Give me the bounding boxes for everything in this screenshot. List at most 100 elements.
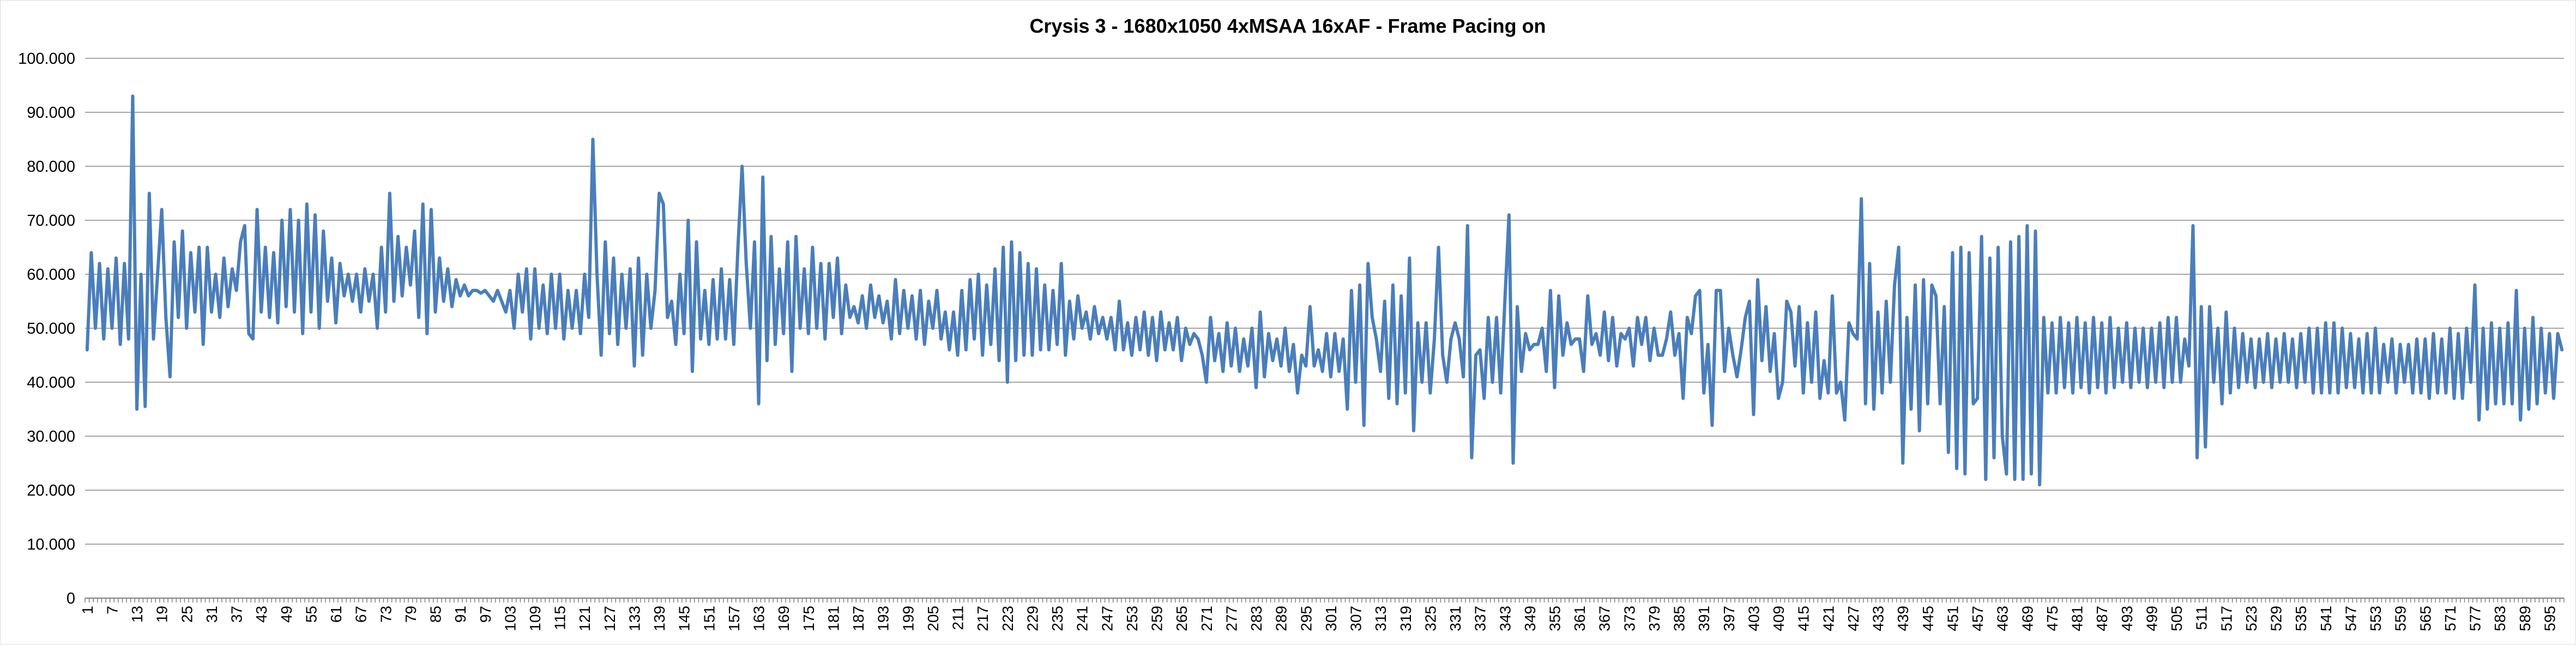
x-tick-label: 553 xyxy=(2367,606,2384,631)
x-tick-label: 331 xyxy=(1447,606,1464,631)
x-tick-label: 43 xyxy=(253,606,270,623)
x-tick-label: 187 xyxy=(850,606,867,631)
x-axis xyxy=(85,598,2565,602)
x-tick-label: 289 xyxy=(1273,606,1290,631)
x-tick-label: 541 xyxy=(2318,606,2334,631)
x-tick-label: 397 xyxy=(1721,606,1738,631)
x-tick-label: 547 xyxy=(2342,606,2359,631)
x-tick-label: 325 xyxy=(1422,606,1439,631)
x-tick-label: 127 xyxy=(601,606,618,631)
x-tick-label: 133 xyxy=(626,606,643,631)
x-tick-label: 427 xyxy=(1845,606,1862,631)
x-tick-label: 1 xyxy=(79,606,96,614)
x-tick-label: 379 xyxy=(1646,606,1663,631)
x-tick-label: 7 xyxy=(104,606,120,614)
x-tick-label: 391 xyxy=(1696,606,1712,631)
x-tick-labels: 1 7 13 19 25 31 37 43 49 55 61 67 73 79 85 91 97 103 109 11… xyxy=(79,606,2559,631)
x-tick-label: 307 xyxy=(1348,606,1365,631)
x-tick-label: 247 xyxy=(1099,606,1115,631)
x-tick-label: 157 xyxy=(726,606,743,631)
y-tick-label: 60.000 xyxy=(27,266,75,284)
x-tick-label: 139 xyxy=(651,606,668,631)
x-tick-label: 91 xyxy=(452,606,469,623)
x-tick-label: 19 xyxy=(154,606,171,623)
x-tick-label: 79 xyxy=(402,606,419,623)
x-tick-label: 49 xyxy=(278,606,295,623)
x-tick-label: 535 xyxy=(2293,606,2309,631)
x-tick-label: 13 xyxy=(129,606,146,623)
x-tick-label: 217 xyxy=(974,606,991,631)
x-tick-label: 457 xyxy=(1969,606,1986,631)
x-tick-label: 271 xyxy=(1198,606,1215,631)
x-tick-label: 235 xyxy=(1049,606,1066,631)
x-tick-label: 373 xyxy=(1621,606,1638,631)
x-tick-label: 319 xyxy=(1397,606,1414,631)
x-tick-label: 301 xyxy=(1323,606,1340,631)
x-tick-label: 367 xyxy=(1596,606,1613,631)
x-tick-label: 199 xyxy=(900,606,916,631)
y-tick-label: 90.000 xyxy=(27,104,75,122)
y-tick-label: 40.000 xyxy=(27,374,75,391)
x-tick-label: 37 xyxy=(228,606,245,623)
y-tick-label: 100.000 xyxy=(18,50,75,68)
x-tick-label: 151 xyxy=(701,606,717,631)
x-tick-label: 145 xyxy=(676,606,693,631)
series-line xyxy=(85,94,2564,487)
x-tick-label: 115 xyxy=(552,606,569,630)
x-tick-label: 361 xyxy=(1571,606,1588,631)
x-tick-label: 73 xyxy=(377,606,394,623)
x-tick-label: 421 xyxy=(1820,606,1837,631)
x-tick-label: 499 xyxy=(2143,606,2160,631)
y-tick-label: 80.000 xyxy=(27,158,75,176)
x-tick-label: 481 xyxy=(2069,606,2086,631)
x-tick-label: 283 xyxy=(1248,606,1265,631)
x-tick-label: 529 xyxy=(2268,606,2285,631)
x-tick-label: 241 xyxy=(1074,606,1091,631)
x-tick-label: 175 xyxy=(800,606,817,631)
y-tick-label: 70.000 xyxy=(27,212,75,230)
y-tick-label: 0 xyxy=(67,590,75,607)
x-tick-label: 445 xyxy=(1920,606,1936,631)
x-tick-label: 97 xyxy=(477,606,494,623)
x-tick-label: 493 xyxy=(2119,606,2135,631)
x-tick-label: 415 xyxy=(1795,606,1812,631)
x-tick-label: 583 xyxy=(2491,606,2508,631)
y-tick-label: 30.000 xyxy=(27,428,75,445)
x-tick-label: 61 xyxy=(328,606,345,623)
x-tick-label: 121 xyxy=(576,606,593,631)
x-tick-label: 277 xyxy=(1223,606,1240,631)
x-tick-label: 223 xyxy=(999,606,1016,631)
x-tick-label: 337 xyxy=(1472,606,1489,631)
x-tick-label: 313 xyxy=(1372,606,1389,631)
x-tick-label: 211 xyxy=(950,606,967,630)
x-tick-label: 295 xyxy=(1298,606,1314,631)
x-tick-label: 511 xyxy=(2193,606,2210,630)
x-tick-label: 55 xyxy=(303,606,319,623)
x-tick-label: 355 xyxy=(1547,606,1564,631)
x-tick-label: 169 xyxy=(775,606,792,631)
x-tick-label: 409 xyxy=(1770,606,1787,631)
y-tick-label: 50.000 xyxy=(27,320,75,337)
x-tick-label: 229 xyxy=(1024,606,1041,631)
x-tick-label: 403 xyxy=(1745,606,1762,631)
x-tick-label: 253 xyxy=(1124,606,1141,631)
x-tick-label: 463 xyxy=(1994,606,2011,631)
x-tick-label: 589 xyxy=(2517,606,2533,631)
x-tick-label: 31 xyxy=(203,606,220,623)
x-tick-label: 67 xyxy=(353,606,370,623)
x-tick-label: 523 xyxy=(2243,606,2260,631)
x-tick-label: 385 xyxy=(1671,606,1688,631)
x-tick-label: 517 xyxy=(2218,606,2235,631)
x-tick-label: 565 xyxy=(2417,606,2434,631)
y-tick-label: 20.000 xyxy=(27,482,75,499)
x-tick-label: 163 xyxy=(751,606,768,631)
chart-title: Crysis 3 - 1680x1050 4xMSAA 16xAF - Fram… xyxy=(1029,15,1546,37)
x-tick-label: 571 xyxy=(2442,606,2459,631)
x-tick-label: 451 xyxy=(1944,606,1961,631)
x-tick-label: 103 xyxy=(502,606,518,631)
x-tick-label: 433 xyxy=(1870,606,1887,631)
gridlines xyxy=(85,58,2564,545)
x-tick-label: 349 xyxy=(1522,606,1539,631)
